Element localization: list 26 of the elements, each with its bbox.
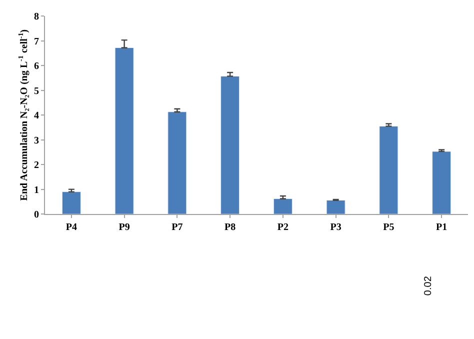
y-tick-label: 3 bbox=[34, 135, 39, 146]
x-tick-label: P7 bbox=[172, 222, 183, 234]
y-tick-label: 2 bbox=[34, 160, 39, 172]
y-tick-label: 4 bbox=[34, 110, 39, 122]
bar bbox=[62, 192, 81, 214]
y-tick-label: 7 bbox=[34, 36, 39, 48]
bar bbox=[379, 126, 398, 214]
bar bbox=[326, 200, 346, 214]
x-tick-label: P5 bbox=[383, 222, 394, 234]
x-tick-label: P3 bbox=[330, 222, 342, 234]
bar bbox=[114, 47, 134, 214]
bar bbox=[220, 76, 240, 214]
y-tick-label: 6 bbox=[34, 61, 39, 72]
y-tick-label: 5 bbox=[34, 86, 39, 97]
x-tick-label: P8 bbox=[224, 222, 236, 234]
text: 0.02 bbox=[422, 276, 434, 296]
x-tick-label: P2 bbox=[277, 222, 288, 234]
y-tick-label: 1 bbox=[34, 184, 39, 196]
x-tick-label: P9 bbox=[118, 222, 130, 234]
y-tick-label: 0 bbox=[34, 210, 39, 221]
x-tick-label: P1 bbox=[436, 222, 448, 234]
y-tick-label: 8 bbox=[34, 12, 39, 23]
bar bbox=[273, 198, 292, 214]
bar bbox=[168, 112, 187, 214]
x-tick-label: P4 bbox=[66, 222, 77, 234]
bar bbox=[432, 151, 452, 214]
